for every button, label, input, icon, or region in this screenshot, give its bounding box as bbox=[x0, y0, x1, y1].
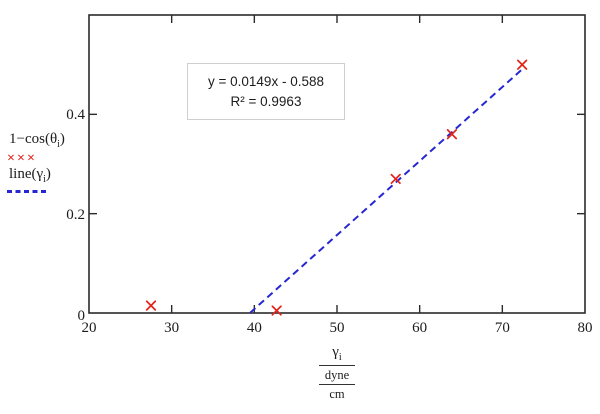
x-axis-unit-numerator: dyne bbox=[324, 368, 350, 382]
legend-series1-label: 1−cos(θi) bbox=[9, 131, 65, 150]
equation-text: y = 0.0149x - 0.588 bbox=[208, 73, 324, 89]
x-tick-label: 80 bbox=[577, 320, 593, 336]
data-point-x-marker bbox=[390, 173, 401, 185]
x-tick-label: 60 bbox=[412, 320, 428, 336]
x-tick-label: 20 bbox=[81, 320, 97, 336]
y-tick-label: 0 bbox=[77, 308, 86, 324]
unit-fraction-bar bbox=[319, 384, 355, 386]
trendline-dashed bbox=[249, 69, 523, 314]
y-tick-label: 0.4 bbox=[66, 107, 85, 124]
x-tick-label: 40 bbox=[246, 320, 262, 336]
plot-frame bbox=[88, 14, 586, 314]
x-tick-label: 30 bbox=[164, 320, 180, 336]
legend-series1-marker-sample: ××× bbox=[7, 151, 37, 166]
legend-series2-label: line(γi) bbox=[9, 166, 51, 185]
x-tick-label: 70 bbox=[494, 320, 510, 336]
x-axis-label: γi dyne cm bbox=[302, 344, 372, 402]
data-point-x-marker bbox=[517, 59, 528, 70]
x-axis-unit-denominator: cm bbox=[329, 387, 345, 402]
x-tick-label: 50 bbox=[329, 320, 345, 336]
x-axis-label-numerator: γi bbox=[332, 344, 342, 363]
trace-legend: 1−cos(θi) ××× line(γi) bbox=[4, 131, 90, 193]
fraction-bar bbox=[319, 365, 355, 366]
y-tick-label: 0.2 bbox=[66, 206, 85, 223]
data-point-x-marker bbox=[145, 300, 157, 311]
r-squared-text: R² = 0.9963 bbox=[230, 93, 302, 109]
data-point-x-marker bbox=[446, 129, 458, 140]
trendline-equation-box: y = 0.0149x - 0.588 R² = 0.9963 bbox=[187, 63, 345, 120]
data-point-x-marker bbox=[271, 305, 282, 316]
legend-series2-line-sample bbox=[7, 190, 47, 193]
